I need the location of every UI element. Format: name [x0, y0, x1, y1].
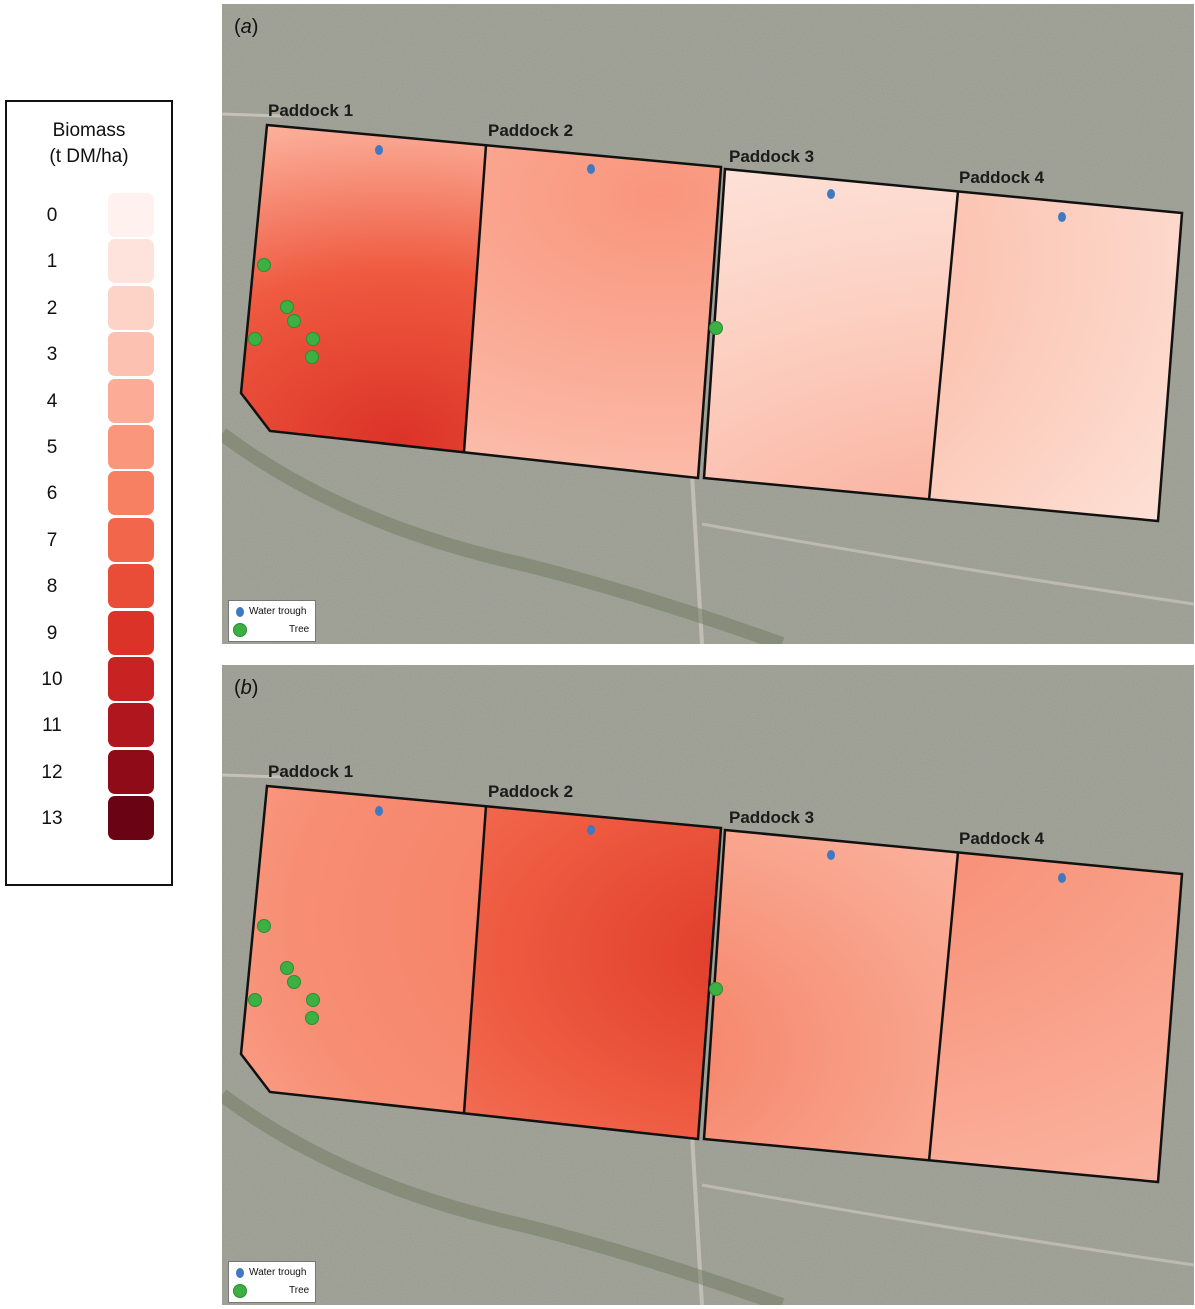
legend-class-label: 5: [46, 437, 58, 458]
legend-class: 2: [7, 285, 171, 332]
water-trough-marker: [827, 189, 835, 199]
legend-class-label: 8: [46, 576, 58, 598]
tree-marker: [305, 350, 319, 364]
legend-item-tree: Tree: [229, 1282, 315, 1300]
panel-label-a: (a): [234, 16, 259, 38]
paddock-1-label: Paddock 1: [268, 762, 354, 781]
legend-class-swatch: [108, 517, 154, 562]
map-legend-a: Water trough Tree: [228, 600, 316, 642]
tree-marker: [248, 993, 262, 1007]
map-canvas-b: [222, 665, 1194, 1305]
water-trough-marker: [375, 806, 383, 816]
paddock-1-label: Paddock 1: [268, 101, 354, 120]
legend-class-swatch: [108, 610, 154, 655]
tree-marker: [257, 919, 271, 933]
tree-marker: [305, 1011, 319, 1025]
legend-class-swatch: [108, 425, 154, 469]
paddock-4-label: Paddock 4: [959, 168, 1045, 187]
legend-class-swatch: [108, 471, 154, 516]
legend-class-swatch: [108, 193, 154, 237]
tree-marker: [257, 258, 271, 272]
legend-item-tree: Tree: [229, 621, 315, 639]
water-trough-marker: [587, 164, 595, 174]
legend-class-swatch: [108, 749, 154, 794]
trees-a: [248, 258, 723, 364]
legend-class: 7: [7, 517, 171, 564]
tree-marker: [709, 982, 723, 996]
tree-marker: [280, 300, 294, 314]
legend-class-label: 9: [46, 622, 58, 644]
legend-class-swatch: [108, 378, 154, 423]
legend-class: 3: [7, 332, 171, 378]
paddock-4-label: Paddock 4: [959, 829, 1045, 848]
legend-class: 4: [7, 378, 171, 425]
legend-class-label: 11: [42, 715, 62, 737]
legend-class-label: 3: [46, 344, 58, 366]
legend-title: Biomass: [52, 120, 126, 141]
legend-class-label: 12: [41, 761, 63, 783]
legend-class-label: 7: [46, 529, 58, 551]
legend-class: 10: [7, 657, 171, 703]
paddock-2-label: Paddock 2: [488, 121, 574, 140]
legend-class: 9: [7, 610, 171, 657]
legend-class-label: 0: [46, 205, 58, 226]
legend-class-label: 4: [46, 390, 58, 412]
paddock-boundaries-a: [239, 123, 1184, 523]
paddock-2-label: Paddock 2: [488, 782, 574, 801]
biomass-legend: Biomass (t DM/ha) 0 1 2 3 4 5 6 7 8 9 10 11 12 13: [5, 100, 173, 886]
map-canvas-a: [222, 4, 1194, 644]
paddock-boundaries-b: [239, 784, 1184, 1184]
legend-class-label: 1: [46, 251, 58, 273]
map-panel-b: (b) Paddock 1 Paddock 2 Paddock 3 Paddoc…: [222, 665, 1194, 1305]
legend-class: 11: [7, 703, 171, 749]
legend-class-swatch: [108, 285, 154, 330]
water-troughs-b: [375, 806, 1066, 883]
tree-marker: [248, 332, 262, 346]
legend-class-swatch: [108, 796, 154, 841]
water-trough-icon: [236, 1268, 244, 1278]
legend-class: 5: [7, 425, 171, 471]
legend-item-water-trough: Water trough: [229, 603, 315, 621]
tree-marker: [287, 314, 301, 328]
tree-marker: [287, 975, 301, 989]
tree-marker: [306, 332, 320, 346]
map-panel-a: (a) Paddock 1 Paddock 2 Paddock 3 Paddoc…: [222, 4, 1194, 644]
tree-marker: [280, 961, 294, 975]
legend-class-swatch: [108, 332, 154, 377]
water-trough-marker: [1058, 873, 1066, 883]
legend-class: 8: [7, 564, 171, 610]
water-trough-marker: [375, 145, 383, 155]
legend-class-swatch: [108, 239, 154, 284]
legend-class: 0: [7, 193, 171, 239]
legend-class-swatch: [108, 564, 154, 609]
tree-icon: [233, 1284, 247, 1298]
water-trough-icon: [236, 607, 244, 617]
water-trough-marker: [587, 825, 595, 835]
legend-class-label: 13: [41, 808, 63, 830]
legend-class-swatch: [108, 703, 154, 748]
legend-class-label: 6: [46, 483, 58, 505]
legend-class-label: 10: [41, 669, 63, 690]
legend-class: 6: [7, 471, 171, 517]
water-troughs-a: [375, 145, 1066, 222]
legend-item-water-trough: Water trough: [229, 1264, 315, 1282]
tree-marker: [709, 321, 723, 335]
map-legend-b: Water trough Tree: [228, 1261, 316, 1303]
legend-class: 12: [7, 749, 171, 796]
legend-class: 13: [7, 796, 171, 842]
panel-label-b: (b): [234, 677, 259, 699]
paddock-3-label: Paddock 3: [729, 147, 815, 166]
legend-class-label: 2: [46, 297, 58, 319]
legend-class-swatch: [108, 657, 154, 701]
tree-marker: [306, 993, 320, 1007]
legend-unit: (t DM/ha): [49, 146, 129, 167]
tree-icon: [233, 623, 247, 637]
water-trough-marker: [1058, 212, 1066, 222]
paddock-3-label: Paddock 3: [729, 808, 815, 827]
water-trough-marker: [827, 850, 835, 860]
legend-class: 1: [7, 239, 171, 285]
trees-b: [248, 919, 723, 1025]
